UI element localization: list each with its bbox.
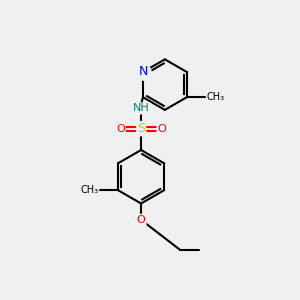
Text: CH₃: CH₃ <box>206 92 224 102</box>
Text: S: S <box>137 122 145 135</box>
Text: NH: NH <box>133 103 149 113</box>
Text: O: O <box>158 124 166 134</box>
Text: CH₃: CH₃ <box>80 185 99 195</box>
Text: N: N <box>138 65 148 79</box>
Text: O: O <box>116 124 125 134</box>
Text: O: O <box>137 215 146 225</box>
